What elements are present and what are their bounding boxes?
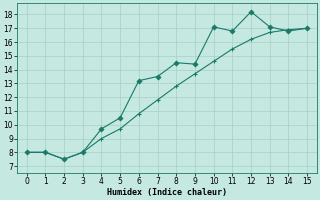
X-axis label: Humidex (Indice chaleur): Humidex (Indice chaleur) bbox=[107, 188, 227, 197]
